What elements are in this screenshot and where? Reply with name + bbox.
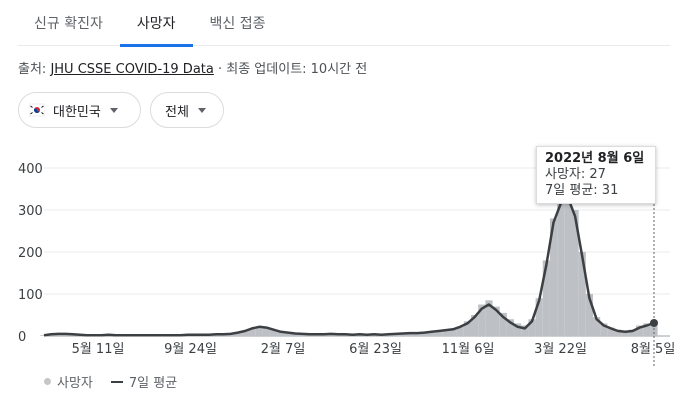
daily-deaths-bar xyxy=(456,326,464,336)
y-axis-labels: 0 100 200 300 400 xyxy=(18,162,43,345)
daily-deaths-bar xyxy=(463,321,471,336)
x-tick-label: 8월 5일 xyxy=(631,342,676,357)
country-dropdown[interactable]: 대한민국 xyxy=(18,92,141,128)
daily-deaths-bar xyxy=(413,333,421,336)
y-tick-label: 300 xyxy=(18,204,43,219)
daily-deaths-bar xyxy=(270,329,278,336)
daily-deaths-bar xyxy=(564,189,572,336)
chart-tooltip: 2022년 8월 6일 사망자: 27 7일 평균: 31 xyxy=(536,146,656,204)
daily-deaths-bar xyxy=(614,329,622,336)
scope-dropdown[interactable]: 전체 xyxy=(150,92,224,128)
daily-deaths-bar xyxy=(255,326,263,336)
daily-deaths-bar xyxy=(542,260,550,336)
daily-deaths-bar xyxy=(585,294,593,336)
source-link[interactable]: JHU CSSE COVID-19 Data xyxy=(50,62,214,77)
daily-deaths-bar xyxy=(521,325,529,336)
daily-deaths-bar xyxy=(499,312,507,336)
daily-legend-swatch xyxy=(44,378,51,385)
x-tick-label: 11월 6일 xyxy=(442,342,495,357)
scope-label: 전체 xyxy=(165,104,189,120)
daily-deaths-bar xyxy=(40,335,48,336)
y-tick-label: 200 xyxy=(18,246,43,261)
daily-deaths-bar xyxy=(571,210,579,336)
daily-deaths-bar xyxy=(406,333,414,336)
daily-deaths-bar xyxy=(277,331,285,336)
daily-deaths-bar xyxy=(593,317,601,336)
chevron-down-icon xyxy=(109,107,118,113)
tab-vaccinations[interactable]: 백신 접종 xyxy=(209,16,266,32)
x-tick-label: 3월 22일 xyxy=(534,342,587,357)
seven-day-average-line xyxy=(43,196,655,337)
x-axis-labels: 5월 11일 9월 24일 2월 7일 6월 23일 11월 6일 3월 22일 8월 5일 xyxy=(72,342,676,357)
y-tick-label: 0 xyxy=(18,330,26,345)
daily-deaths-bar xyxy=(514,323,522,336)
daily-deaths-bar xyxy=(284,332,292,336)
daily-deaths-series xyxy=(40,189,658,336)
daily-deaths-bar xyxy=(442,330,450,336)
tooltip-avg: 7일 평균: 31 xyxy=(545,183,619,198)
daily-deaths-bar xyxy=(420,332,428,336)
source-line: 출처: JHU CSSE COVID-19 Data · 최종 업데이트: 10… xyxy=(18,58,367,77)
source-prefix: 출처: xyxy=(18,62,51,77)
daily-deaths-bar xyxy=(549,218,558,336)
daily-deaths-bar xyxy=(628,329,637,336)
daily-deaths-bar xyxy=(427,331,436,336)
daily-deaths-bar xyxy=(506,319,515,336)
daily-deaths-bar xyxy=(600,323,608,336)
x-tick-label: 2월 7일 xyxy=(261,342,306,357)
daily-deaths-bar xyxy=(262,327,271,336)
tooltip-deaths: 사망자: 27 xyxy=(545,167,606,182)
tab-bar: 신규 확진자 사망자 백신 접종 xyxy=(18,0,670,47)
legend-avg-label: 7일 평균 xyxy=(128,376,178,391)
daily-deaths-bar xyxy=(578,252,586,336)
x-tick-label: 6월 23일 xyxy=(349,342,402,357)
tooltip-date: 2022년 8월 6일 xyxy=(545,151,645,166)
daily-deaths-bar xyxy=(449,329,457,336)
korea-flag-icon xyxy=(28,102,46,118)
daily-deaths-bar xyxy=(241,330,249,336)
daily-deaths-bar xyxy=(248,328,256,336)
avg-legend-swatch xyxy=(110,380,123,383)
chevron-down-icon xyxy=(197,107,206,113)
update-info: · 최종 업데이트: 10시간 전 xyxy=(213,62,368,77)
daily-deaths-bar xyxy=(528,319,536,336)
chart-legend: 사망자 7일 평균 xyxy=(44,372,177,391)
legend-daily-label: 사망자 xyxy=(57,376,93,391)
daily-deaths-bar xyxy=(621,330,629,336)
daily-deaths-bar xyxy=(435,330,443,336)
y-tick-label: 100 xyxy=(18,288,43,303)
x-tick-label: 5월 11일 xyxy=(72,342,125,357)
daily-deaths-bar xyxy=(636,325,644,336)
x-tick-label: 9월 24일 xyxy=(164,342,217,357)
country-label: 대한민국 xyxy=(53,104,101,120)
daily-deaths-bar xyxy=(478,304,486,336)
daily-deaths-bar xyxy=(492,306,500,336)
daily-deaths-bar xyxy=(643,323,651,336)
tab-deaths[interactable]: 사망자 xyxy=(119,0,193,47)
tab-new-cases[interactable]: 신규 확진자 xyxy=(34,16,103,32)
daily-deaths-bar xyxy=(234,332,242,336)
hover-point xyxy=(650,318,658,327)
y-tick-label: 400 xyxy=(18,162,43,177)
daily-deaths-bar xyxy=(485,300,493,336)
daily-deaths-bar xyxy=(607,327,615,336)
daily-deaths-bar xyxy=(471,315,479,336)
daily-deaths-bar xyxy=(557,197,565,336)
daily-deaths-bar xyxy=(535,298,543,336)
